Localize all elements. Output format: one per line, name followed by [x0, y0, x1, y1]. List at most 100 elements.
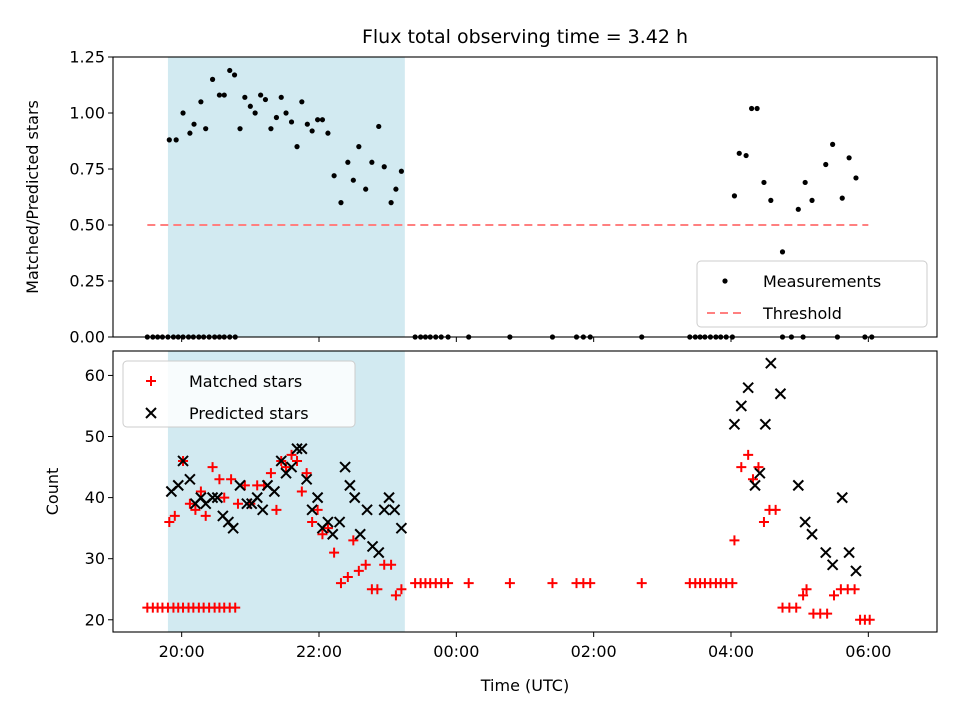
y-tick-label: 0.25 [69, 272, 105, 291]
data-point [312, 504, 323, 515]
observing-window-shade [167, 57, 405, 337]
data-point [779, 249, 786, 255]
data-point [830, 141, 836, 147]
legend-label: Threshold [762, 304, 842, 323]
legend-swatch [722, 278, 728, 284]
top-panel: 0.00 0.25 0.50 0.75 1.00 1.25 Matched/Predicte… [23, 48, 938, 347]
y-tick-label: 1.00 [69, 104, 105, 123]
data-point [849, 584, 860, 595]
data-point [809, 197, 815, 203]
data-point [262, 96, 269, 103]
y-tick-label: 50 [85, 427, 105, 446]
x-tick-label: 00:00 [433, 642, 479, 661]
data-point [360, 559, 371, 570]
data-point [299, 99, 305, 105]
data-point [820, 546, 832, 559]
data-point [354, 528, 366, 540]
data-point [390, 590, 401, 601]
data-point [322, 516, 334, 528]
data-point [728, 418, 741, 431]
data-point [736, 150, 742, 156]
data-point [275, 455, 287, 467]
data-point [743, 152, 749, 159]
data-point [350, 177, 356, 183]
data-point [322, 523, 333, 534]
data-point [281, 462, 292, 473]
data-point [273, 114, 280, 121]
data-point [801, 584, 812, 595]
x-tick-label: 20:00 [159, 642, 205, 661]
data-point [829, 590, 839, 601]
data-point [839, 195, 845, 201]
y-tick-label: 0.75 [69, 160, 105, 179]
bottom-panel: 20 30 40 50 60 20:00 22:00 00:00 02:00 04:00 06:00… [43, 350, 938, 661]
data-point [585, 578, 596, 589]
data-point [356, 144, 362, 150]
data-point [348, 535, 359, 546]
data-point [216, 92, 223, 98]
data-point [187, 130, 193, 136]
x-tick-label: 02:00 [571, 642, 617, 661]
data-point [268, 485, 281, 498]
chart-title: Flux total observing time = 3.42 h [362, 26, 688, 48]
data-point [166, 137, 172, 143]
data-point [232, 498, 243, 509]
legend: Matched stars Predicted stars [122, 360, 356, 428]
data-point [823, 161, 829, 168]
data-point [636, 578, 647, 589]
data-point [376, 123, 382, 130]
data-point [177, 455, 189, 467]
series-predicted-stars [165, 357, 862, 577]
data-point [333, 516, 346, 528]
data-point [252, 110, 258, 116]
data-point [319, 117, 326, 123]
data-point [315, 117, 321, 123]
data-point [309, 128, 315, 134]
x-axis-title: Time (UTC) [480, 676, 569, 695]
data-point [393, 186, 399, 192]
data-point [256, 504, 269, 516]
data-point [443, 578, 454, 589]
data-point [853, 175, 859, 181]
data-point [754, 467, 766, 479]
y-tick-label: 20 [85, 610, 105, 629]
data-point [258, 92, 264, 98]
data-point [300, 473, 313, 485]
data-point [353, 565, 364, 576]
x-tick-label: 22:00 [296, 642, 342, 661]
data-point [345, 159, 351, 165]
data-point [164, 517, 175, 528]
data-point [251, 491, 263, 504]
data-point [190, 504, 201, 515]
data-point [325, 130, 331, 136]
data-point [731, 193, 738, 199]
data-point [209, 76, 216, 82]
data-point [759, 418, 772, 431]
data-point [200, 510, 211, 521]
data-point [383, 491, 395, 504]
data-point [265, 468, 276, 479]
data-point [239, 480, 250, 491]
data-point [296, 486, 307, 497]
data-point [227, 67, 233, 74]
data-point [226, 474, 237, 485]
data-point [184, 498, 195, 509]
data-point [335, 578, 346, 589]
data-point [846, 155, 852, 161]
data-point [372, 584, 383, 595]
data-point [381, 164, 387, 170]
data-point [331, 173, 337, 179]
data-point [765, 357, 777, 369]
data-point [736, 462, 747, 473]
data-point [798, 590, 809, 601]
data-point [386, 559, 397, 570]
data-point [836, 491, 848, 504]
data-point [294, 144, 300, 150]
data-point [180, 110, 186, 116]
legend-label: Predicted stars [189, 404, 309, 423]
plot-frame [112, 350, 938, 633]
data-point [247, 103, 253, 109]
data-point [271, 504, 282, 515]
data-point [311, 491, 324, 504]
data-point [378, 504, 390, 516]
